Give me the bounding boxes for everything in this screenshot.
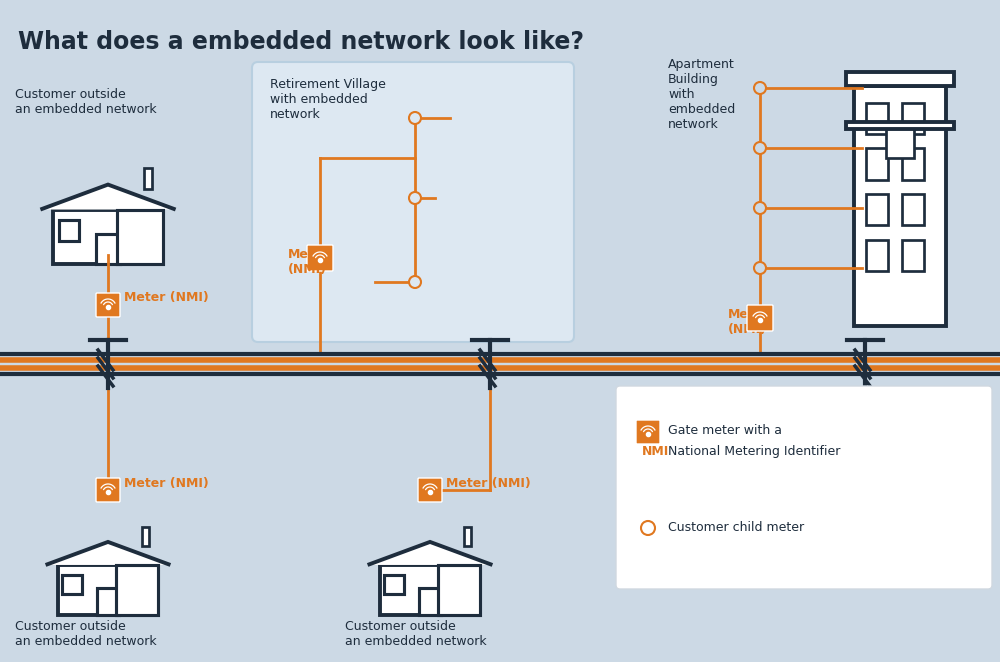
Bar <box>62 575 82 594</box>
Bar <box>345 274 425 314</box>
Bar <box>464 526 471 545</box>
FancyBboxPatch shape <box>747 305 773 331</box>
FancyBboxPatch shape <box>96 293 120 317</box>
Circle shape <box>641 521 655 535</box>
Bar <box>866 240 888 271</box>
Bar <box>902 240 924 271</box>
Circle shape <box>754 142 766 154</box>
Polygon shape <box>368 542 492 565</box>
Polygon shape <box>40 185 176 210</box>
Polygon shape <box>336 256 434 274</box>
Circle shape <box>754 82 766 94</box>
Bar <box>405 204 485 244</box>
Circle shape <box>409 192 421 204</box>
FancyBboxPatch shape <box>636 420 660 444</box>
Text: Meter (NMI): Meter (NMI) <box>124 291 209 305</box>
Polygon shape <box>396 186 494 204</box>
Bar <box>116 565 158 616</box>
Bar <box>117 210 163 264</box>
Text: Gate meter with a: Gate meter with a <box>668 424 782 437</box>
Bar <box>902 103 924 134</box>
Text: National Metering Identifier: National Metering Identifier <box>668 445 840 458</box>
Bar <box>854 86 946 326</box>
Polygon shape <box>46 542 170 565</box>
Bar <box>53 210 163 264</box>
FancyBboxPatch shape <box>252 62 574 342</box>
Circle shape <box>754 202 766 214</box>
Text: Meter
(NMI): Meter (NMI) <box>288 248 329 276</box>
Text: Customer child meter: Customer child meter <box>668 521 804 534</box>
Bar <box>430 126 510 166</box>
Bar <box>886 122 914 158</box>
Text: Retirement Village
with embedded
network: Retirement Village with embedded network <box>270 78 386 121</box>
Bar <box>846 122 954 129</box>
Text: Meter
(NMI): Meter (NMI) <box>728 308 769 336</box>
Bar <box>452 204 485 244</box>
Bar <box>380 565 480 616</box>
Bar <box>461 144 479 166</box>
Bar <box>96 234 120 264</box>
Bar <box>902 148 924 179</box>
Bar <box>384 575 404 594</box>
Bar <box>59 220 79 241</box>
FancyBboxPatch shape <box>418 478 442 502</box>
Circle shape <box>754 262 766 274</box>
Text: Meter (NMI): Meter (NMI) <box>124 477 209 489</box>
Bar <box>866 194 888 225</box>
Bar <box>97 588 119 616</box>
Text: Meter (NMI): Meter (NMI) <box>446 477 531 489</box>
Polygon shape <box>421 108 519 126</box>
Bar <box>902 194 924 225</box>
Bar <box>866 148 888 179</box>
Text: What does a embedded network look like?: What does a embedded network look like? <box>18 30 584 54</box>
Bar <box>144 168 152 189</box>
Bar <box>497 95 502 111</box>
Circle shape <box>409 276 421 288</box>
Bar <box>349 282 364 297</box>
Bar <box>866 103 888 134</box>
Bar <box>846 71 954 86</box>
Text: NMI: NMI <box>642 445 669 458</box>
Bar <box>472 173 477 189</box>
Circle shape <box>409 112 421 124</box>
Bar <box>58 565 158 616</box>
Text: Customer outside
an embedded network: Customer outside an embedded network <box>15 88 157 116</box>
Bar <box>392 274 425 314</box>
Bar <box>434 134 449 149</box>
Text: Apartment
Building
with
embedded
network: Apartment Building with embedded network <box>668 58 735 131</box>
Bar <box>419 588 441 616</box>
Bar <box>376 292 394 314</box>
FancyBboxPatch shape <box>96 478 120 502</box>
FancyBboxPatch shape <box>616 386 992 589</box>
FancyBboxPatch shape <box>307 245 333 271</box>
Bar <box>412 244 417 259</box>
Text: Customer outside
an embedded network: Customer outside an embedded network <box>15 620 157 648</box>
Bar <box>142 526 149 545</box>
Bar <box>438 565 480 616</box>
Bar <box>436 222 454 244</box>
Bar <box>477 126 510 166</box>
Text: Customer outside
an embedded network: Customer outside an embedded network <box>345 620 487 648</box>
Bar <box>409 212 424 227</box>
